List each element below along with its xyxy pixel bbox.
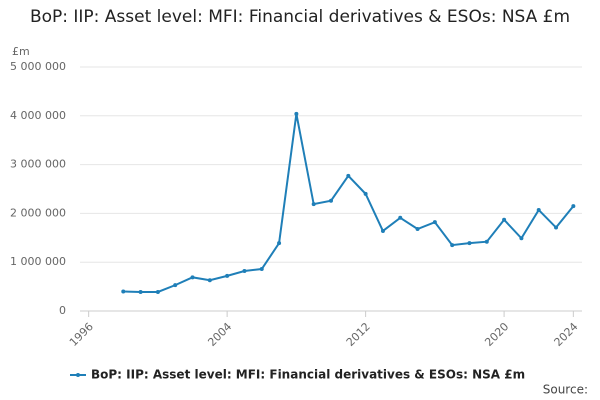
source: Source: bbox=[543, 383, 588, 397]
x-tick-label: 1996 bbox=[67, 320, 96, 349]
legend-marker bbox=[76, 373, 80, 377]
point bbox=[190, 275, 195, 280]
point bbox=[571, 204, 576, 209]
y-tick-label: 0 bbox=[59, 304, 66, 317]
point bbox=[484, 239, 489, 244]
point bbox=[329, 198, 333, 203]
series-line bbox=[123, 113, 575, 293]
y-tick-label: 1 000 000 bbox=[10, 255, 66, 268]
point bbox=[294, 111, 299, 116]
y-tick-label: 4 000 000 bbox=[10, 109, 66, 122]
point bbox=[467, 241, 472, 246]
point bbox=[121, 289, 126, 294]
point bbox=[398, 215, 403, 220]
point bbox=[277, 241, 282, 246]
point bbox=[363, 191, 368, 196]
point bbox=[450, 243, 455, 248]
x-tick-label: 2004 bbox=[205, 320, 234, 349]
x-tick-label: 2020 bbox=[482, 320, 511, 349]
point bbox=[259, 267, 264, 272]
x-tick-label: 2012 bbox=[344, 320, 373, 349]
x-tick-label: 2024 bbox=[552, 320, 581, 349]
point bbox=[311, 202, 316, 207]
point bbox=[380, 228, 385, 233]
y-unit: £m bbox=[12, 45, 30, 58]
point bbox=[432, 220, 437, 225]
point bbox=[346, 173, 351, 178]
point bbox=[554, 225, 559, 230]
point bbox=[415, 227, 420, 232]
y-tick-label: 2 000 000 bbox=[10, 206, 66, 219]
point bbox=[173, 283, 178, 288]
y-tick-label: 5 000 000 bbox=[10, 60, 66, 73]
point bbox=[207, 278, 212, 283]
point bbox=[536, 207, 541, 212]
point bbox=[225, 273, 230, 278]
point bbox=[519, 236, 524, 241]
point bbox=[242, 268, 247, 273]
point bbox=[138, 289, 143, 294]
legend-label: BoP: IIP: Asset level: MFI: Financial de… bbox=[91, 368, 525, 382]
chart-title: BoP: IIP: Asset level: MFI: Financial de… bbox=[29, 7, 571, 27]
point bbox=[155, 289, 160, 294]
y-tick-label: 3 000 000 bbox=[10, 158, 66, 171]
point bbox=[502, 217, 507, 222]
